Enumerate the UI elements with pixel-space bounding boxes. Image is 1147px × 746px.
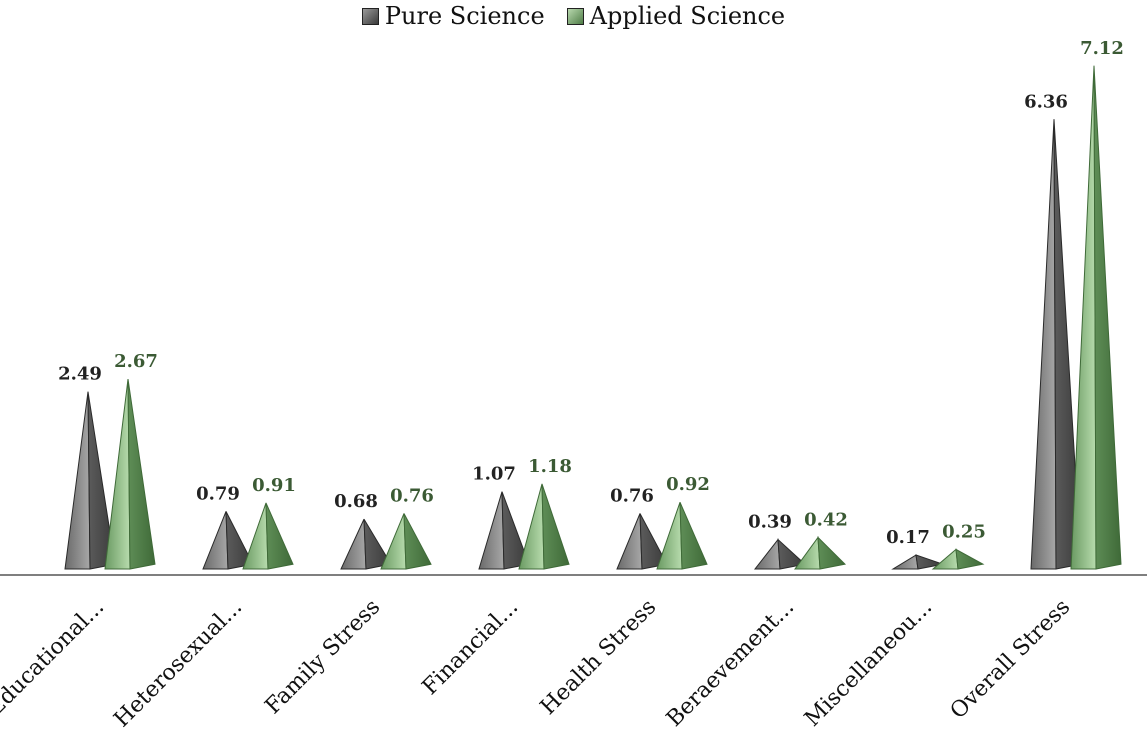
data-label-applied-0: 2.67 — [114, 351, 158, 372]
applied-pyramid-right-face-2 — [403, 513, 432, 570]
applied-pyramid-right-face-6 — [955, 548, 985, 570]
data-label-pure-0: 2.49 — [58, 364, 102, 385]
applied-pyramid-right-face-7 — [1093, 65, 1122, 570]
x-tick-label-2: Family Stress — [261, 595, 386, 720]
applied-pyramid-left-face-3 — [518, 483, 545, 570]
x-tick-label-1: Heterosexual... — [109, 595, 247, 733]
data-label-applied-6: 0.25 — [942, 521, 986, 542]
data-label-applied-3: 1.18 — [528, 456, 572, 477]
pure-pyramid-left-face-4 — [616, 513, 643, 570]
pure-pyramid-right-face-2 — [363, 518, 392, 570]
x-tick-label-7: Overall Stress — [946, 595, 1076, 725]
pure-pyramid-right-face-0 — [87, 391, 116, 570]
applied-pyramid-left-face-0 — [104, 378, 131, 570]
applied-pyramid-left-face-4 — [656, 502, 683, 570]
data-label-pure-4: 0.76 — [610, 485, 654, 506]
pure-pyramid-left-face-5 — [753, 538, 781, 570]
x-tick-label-0: Educational... — [0, 595, 109, 722]
legend-label-pure-science: Pure Science — [384, 2, 545, 30]
pure-pyramid-right-face-5 — [777, 538, 807, 570]
data-label-applied-2: 0.76 — [390, 485, 434, 506]
pure-pyramid-left-face-6 — [891, 554, 919, 570]
data-label-applied-4: 0.92 — [666, 474, 710, 495]
x-tick-label-4: Health Stress — [536, 595, 661, 720]
applied-pyramid-right-face-0 — [127, 378, 156, 570]
pure-pyramid-right-face-7 — [1053, 119, 1082, 570]
legend: Pure Science Applied Science — [0, 2, 1147, 30]
applied-pyramid-right-face-1 — [265, 502, 294, 570]
data-label-pure-3: 1.07 — [472, 464, 516, 485]
applied-pyramid-right-face-3 — [541, 483, 570, 570]
applied-pyramid-left-face-6 — [931, 548, 959, 570]
x-tick-label-6: Miscellaneou... — [800, 595, 937, 732]
x-tick-label-3: Financial... — [418, 595, 524, 701]
data-label-pure-2: 0.68 — [334, 491, 378, 512]
pure-pyramid-left-face-0 — [64, 391, 91, 570]
pure-pyramid-right-face-1 — [225, 511, 254, 570]
applied-pyramid-left-face-2 — [380, 513, 407, 570]
data-label-pure-1: 0.79 — [196, 483, 240, 504]
data-label-pure-5: 0.39 — [748, 512, 792, 533]
applied-pyramid-left-face-5 — [794, 536, 821, 570]
pure-pyramid-left-face-2 — [340, 518, 367, 570]
data-label-pure-6: 0.17 — [886, 527, 930, 548]
pure-pyramid-left-face-1 — [202, 511, 229, 570]
pure-pyramid-left-face-3 — [478, 491, 505, 570]
pure-pyramid-left-face-7 — [1030, 119, 1057, 570]
pure-pyramid-right-face-4 — [639, 513, 668, 570]
data-label-applied-1: 0.91 — [252, 475, 296, 496]
legend-swatch-applied-science — [566, 7, 584, 25]
legend-label-applied-science: Applied Science — [589, 2, 786, 30]
legend-item-pure-science: Pure Science — [361, 2, 545, 30]
data-label-pure-7: 6.36 — [1024, 91, 1068, 112]
legend-item-applied-science: Applied Science — [566, 2, 786, 30]
x-tick-label-5: Beraevement... — [662, 595, 799, 732]
data-label-applied-7: 7.12 — [1080, 38, 1124, 59]
applied-pyramid-right-face-4 — [679, 502, 708, 570]
pure-pyramid-right-face-6 — [915, 554, 945, 570]
applied-pyramid-left-face-7 — [1070, 65, 1097, 570]
applied-pyramid-left-face-1 — [242, 502, 269, 570]
data-label-applied-5: 0.42 — [804, 509, 848, 530]
applied-pyramid-right-face-5 — [817, 536, 847, 570]
pure-pyramid-right-face-3 — [501, 491, 530, 570]
legend-swatch-pure-science — [361, 7, 379, 25]
